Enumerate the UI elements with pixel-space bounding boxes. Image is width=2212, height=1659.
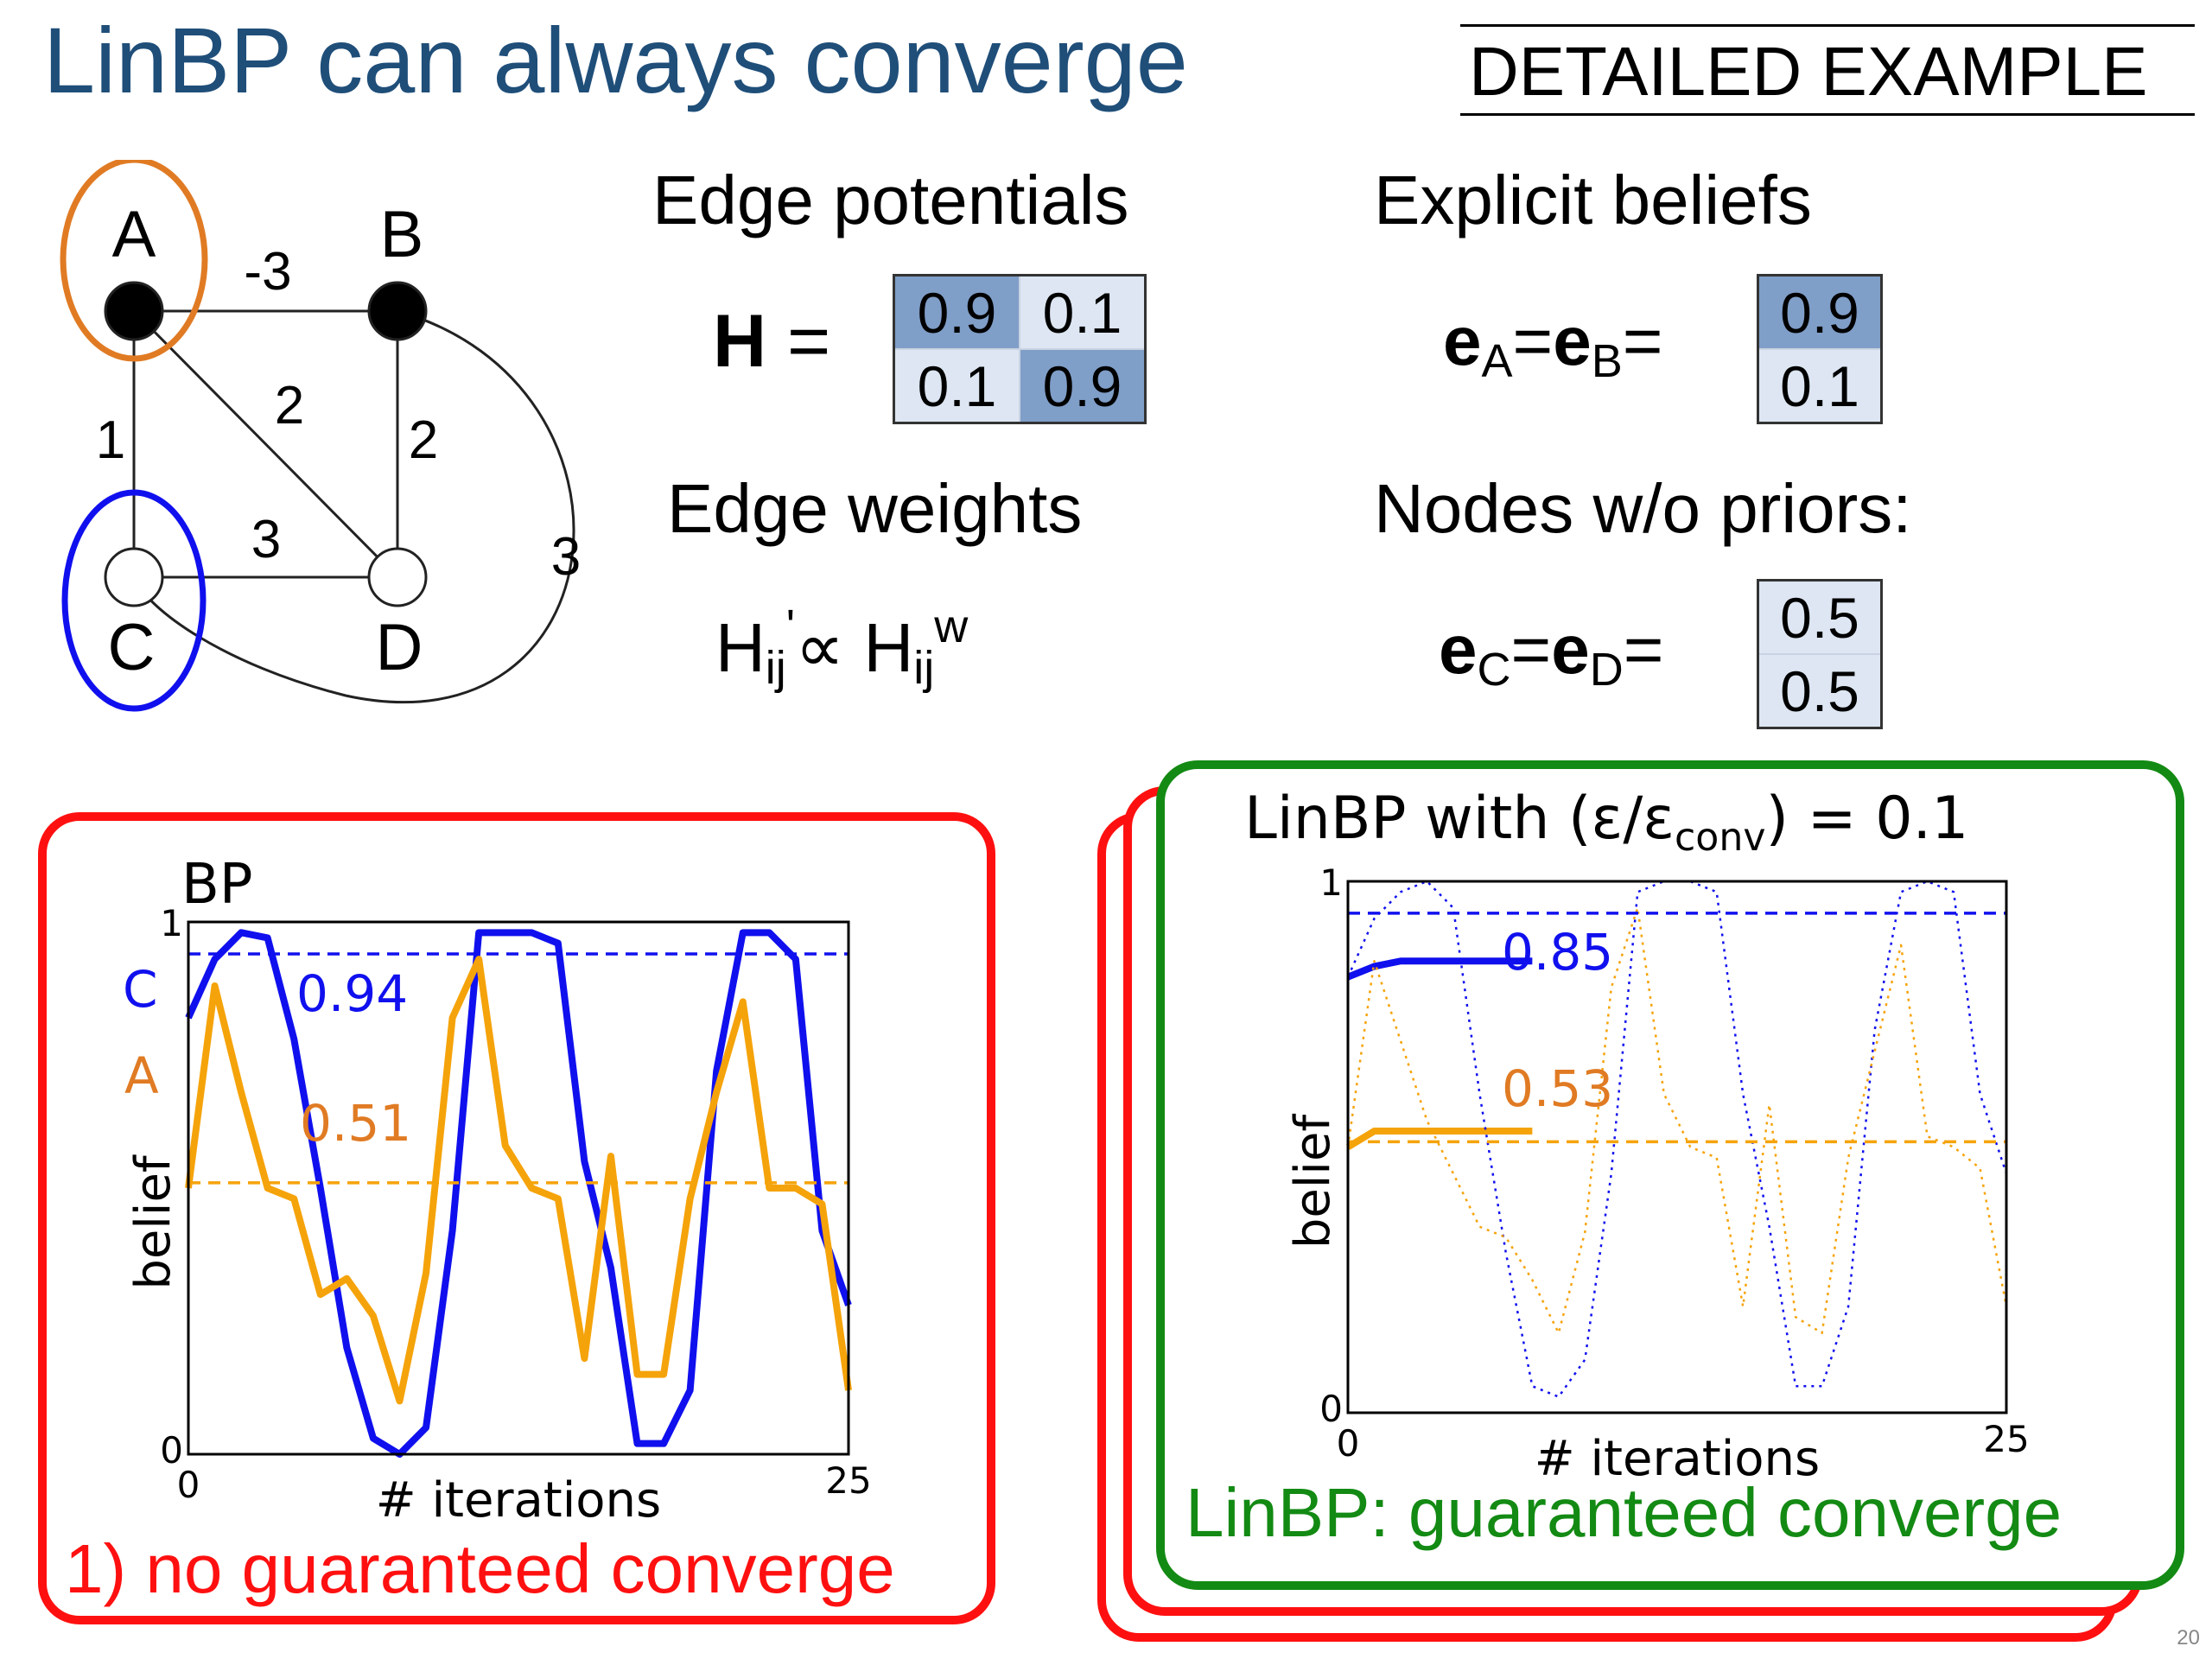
y-tick-0: 0 bbox=[160, 1429, 183, 1471]
node-a-ring bbox=[60, 160, 208, 362]
y-axis-label: belief bbox=[1285, 1114, 1341, 1249]
series-line-a bbox=[185, 956, 852, 1405]
edge-a-b-weight: -3 bbox=[244, 242, 291, 302]
x-tick-0: 0 bbox=[177, 1464, 200, 1506]
h-cell-1-0: 0.1 bbox=[893, 348, 1020, 424]
nodes-without-priors-heading: Nodes w/o priors: bbox=[1374, 470, 1912, 547]
annotation-0-94: 0.94 bbox=[296, 964, 408, 1023]
x-tick-0: 0 bbox=[1337, 1422, 1360, 1465]
edge-a-d-weight: 2 bbox=[275, 376, 304, 435]
explicit-belief-1: 0.1 bbox=[1757, 348, 1883, 424]
y-tick-1: 1 bbox=[1319, 861, 1343, 904]
node-c-ring bbox=[61, 489, 207, 712]
slide-title: LinBP can always converge bbox=[43, 8, 1188, 112]
linbp-panel bbox=[1156, 760, 2184, 1590]
x-axis-label: # iterations bbox=[376, 1472, 661, 1529]
x-tick-25: 25 bbox=[825, 1459, 871, 1502]
explicit-belief-0: 0.9 bbox=[1757, 274, 1883, 350]
detailed-example-tag: DETAILED EXAMPLE bbox=[1460, 24, 2195, 116]
h-cell-0-1: 0.1 bbox=[1019, 274, 1147, 350]
node-d-label: D bbox=[376, 611, 423, 684]
series-line-c bbox=[185, 929, 852, 1458]
node-d bbox=[367, 547, 428, 607]
h-matrix: 0.9 0.1 0.1 0.9 bbox=[893, 274, 1147, 424]
h-cell-1-1: 0.9 bbox=[1019, 348, 1147, 424]
edge-b-c bbox=[132, 309, 575, 703]
annotation-0-51: 0.51 bbox=[300, 1094, 411, 1153]
prior-0: 0.5 bbox=[1757, 579, 1883, 655]
h-matrix-label: H = bbox=[713, 304, 830, 378]
edge-b-c-weight: 3 bbox=[551, 527, 581, 587]
linbp-chart: LinBP with (ε/εconv) = 0.11 00 25 # iterati… bbox=[1244, 785, 2030, 1487]
prior-1: 0.5 bbox=[1757, 653, 1883, 729]
node-a bbox=[104, 281, 164, 341]
explicit-belief-vector: 0.9 0.1 bbox=[1757, 274, 1883, 424]
y-tick-0: 0 bbox=[1319, 1388, 1343, 1430]
ea-eb-label: eA=eB= bbox=[1443, 302, 1663, 387]
h-equals: = bbox=[787, 300, 831, 383]
edge-weights-formula: Hij'∝ Hijw bbox=[715, 601, 969, 694]
annotation-0-85: 0.85 bbox=[1502, 923, 1613, 982]
plot-frame bbox=[187, 920, 850, 1456]
series-line-a bbox=[1345, 1128, 1533, 1150]
node-b-label: B bbox=[380, 198, 424, 271]
node-b bbox=[367, 281, 428, 341]
x-tick-25: 25 bbox=[1983, 1418, 2029, 1460]
edge-weights-heading: Edge weights bbox=[667, 470, 1083, 547]
linbp-caption: LinBP: guaranteed converge bbox=[1185, 1474, 2063, 1551]
edge-a-d bbox=[132, 309, 399, 579]
chart-title: LinBP with (ε/εconv) = 0.1 bbox=[1244, 785, 1968, 860]
h-cell-0-0: 0.9 bbox=[893, 274, 1020, 350]
annotation-A: A bbox=[124, 1046, 159, 1105]
detailed-example-label: DETAILED EXAMPLE bbox=[1469, 33, 2148, 110]
edge-a-c-weight: 1 bbox=[96, 410, 125, 470]
h-symbol: H bbox=[713, 300, 767, 383]
node-a-label: A bbox=[112, 198, 156, 271]
bp-chart: BP1 00 25 # iterations belief CA 0.94 0.51 bbox=[123, 853, 872, 1529]
ec-ed-label: eC=eD= bbox=[1439, 611, 1664, 696]
plot-frame bbox=[1346, 880, 2008, 1414]
y-tick-1: 1 bbox=[160, 902, 183, 944]
node-c bbox=[104, 547, 164, 607]
y-axis-label: belief bbox=[125, 1154, 181, 1290]
graph-diagram: A B C D -3 1 2 2 3 3 bbox=[60, 160, 581, 712]
bp-panel bbox=[38, 812, 995, 1624]
explicit-beliefs-heading: Explicit beliefs bbox=[1374, 162, 1812, 238]
edge-potentials-heading: Edge potentials bbox=[652, 162, 1129, 238]
bp-caption: 1) no guaranteed converge bbox=[65, 1530, 895, 1607]
edge-b-d-weight: 2 bbox=[409, 410, 438, 470]
x-axis-label: # iterations bbox=[1535, 1431, 1820, 1487]
chart-title: BP bbox=[181, 853, 253, 917]
prior-vector: 0.5 0.5 bbox=[1757, 579, 1883, 729]
edge-c-d-weight: 3 bbox=[251, 510, 281, 569]
annotation-0-53: 0.53 bbox=[1502, 1059, 1613, 1118]
page-number: 20 bbox=[2177, 1626, 2200, 1649]
annotation-C: C bbox=[123, 960, 158, 1019]
node-c-label: C bbox=[108, 611, 156, 684]
series-line-c bbox=[1346, 957, 1533, 981]
series-line-ref-3 bbox=[1346, 906, 2008, 1334]
